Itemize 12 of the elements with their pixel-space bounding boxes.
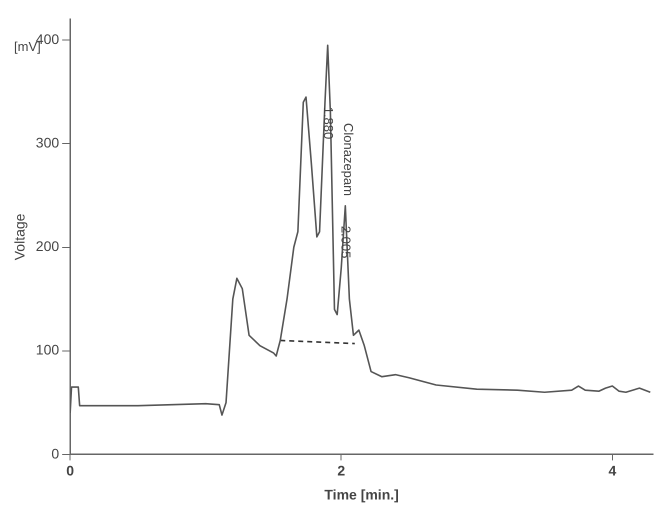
x-tick-label: 0 bbox=[66, 462, 74, 479]
y-tick-label: 100 bbox=[36, 342, 60, 358]
x-axis-title: Time [min.] bbox=[324, 486, 399, 502]
annotation: Clonazepam bbox=[341, 122, 356, 196]
y-tick-label: 300 bbox=[36, 134, 60, 151]
y-axis-title: Voltage bbox=[11, 213, 28, 260]
annotation: 1.880 bbox=[321, 106, 336, 140]
y-tick-label: 200 bbox=[36, 238, 60, 254]
y-tick-label: 0 bbox=[51, 445, 60, 462]
x-tick-label: 4 bbox=[608, 462, 616, 479]
annotation: 2.005 bbox=[338, 226, 354, 258]
x-tick-label: 2 bbox=[337, 462, 346, 479]
